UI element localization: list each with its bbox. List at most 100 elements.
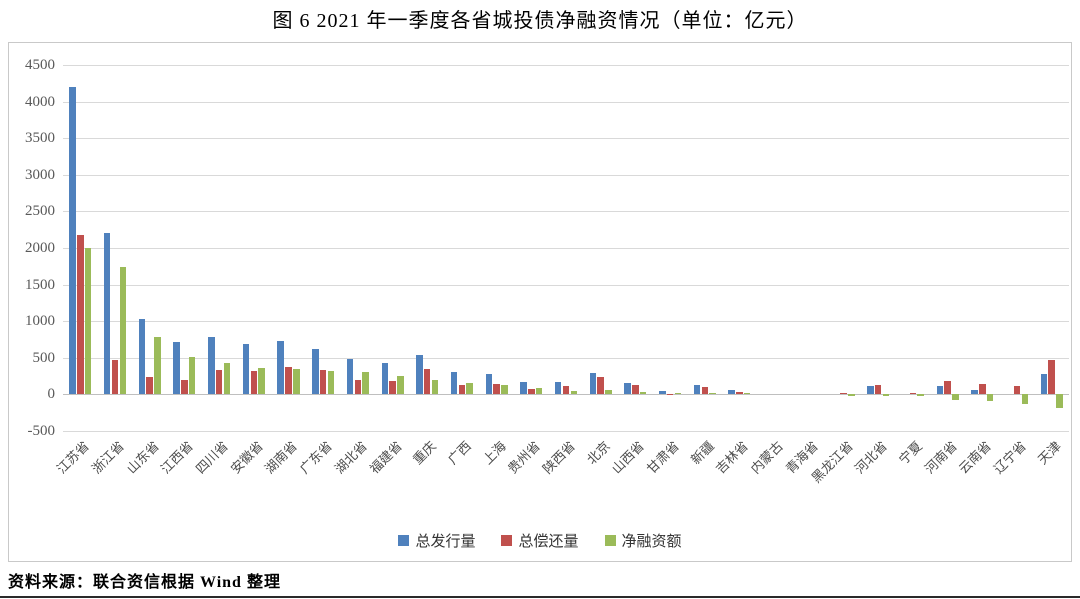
- bar-净融资额-重庆: [431, 380, 439, 395]
- bar-总发行量-江西省: [173, 342, 180, 395]
- x-axis-label: 福建省: [366, 438, 405, 477]
- bar-总发行量-福建省: [381, 362, 388, 395]
- y-axis-tick-label: 4000: [25, 93, 55, 110]
- gridline: [63, 211, 1069, 213]
- bar-净融资额-河北省: [882, 394, 890, 396]
- bar-总偿还量-广东省: [319, 370, 327, 395]
- bottom-divider: [0, 596, 1080, 598]
- bar-总偿还量-甘肃省: [666, 393, 674, 395]
- bar-总发行量-湖北省: [346, 359, 354, 395]
- x-axis-label: 辽宁省: [990, 438, 1029, 477]
- bar-总偿还量-浙江省: [111, 359, 119, 395]
- bar-总发行量-陕西省: [554, 381, 562, 395]
- bar-净融资额-浙江省: [119, 267, 127, 395]
- bar-总偿还量-四川省: [215, 370, 223, 395]
- bar-总偿还量-陕西省: [562, 386, 570, 395]
- bar-总偿还量-湖南省: [285, 366, 292, 395]
- bar-总发行量-重庆: [416, 354, 423, 395]
- bar-净融资额-上海: [501, 384, 508, 395]
- bar-总发行量-河北省: [867, 385, 874, 395]
- bar-总发行量-四川省: [208, 337, 215, 395]
- bar-总偿还量-天津: [1048, 360, 1055, 395]
- bar-总偿还量-江西省: [181, 379, 188, 395]
- bar-总发行量-山东省: [138, 319, 146, 395]
- legend-item-总发行量: 总发行量: [398, 530, 475, 551]
- bar-总偿还量-新疆: [701, 387, 708, 395]
- plot-area: 江苏省 浙江省 山东省 江西省 四川省 安徽省 湖南省 广东省 湖北省 福建省 重庆 广西 上海 贵州省陕…: [54, 65, 1069, 486]
- gridline: [63, 101, 1069, 103]
- gridline: [63, 431, 1069, 432]
- bar-总发行量-北京: [589, 372, 597, 395]
- bar-净融资额-山东省: [154, 337, 161, 395]
- x-axis-label: 安徽省: [227, 438, 266, 477]
- legend-item-净融资额: 净融资额: [604, 530, 682, 551]
- bar-总偿还量-河北省: [874, 384, 882, 395]
- bar-总偿还量-福建省: [389, 380, 396, 395]
- bar-总偿还量-江苏省: [77, 234, 84, 395]
- x-axis-label: 甘肃省: [643, 438, 682, 477]
- x-axis-label: 湖南省: [262, 438, 301, 477]
- bar-净融资额-吉林省: [743, 392, 751, 395]
- x-axis-label: 陕西省: [539, 438, 578, 477]
- bar-净融资额-北京: [605, 390, 612, 395]
- x-axis-label: 广西: [444, 438, 474, 468]
- bar-总发行量-上海: [485, 374, 493, 395]
- gridline: [63, 321, 1069, 323]
- y-axis-tick-label: 3500: [25, 130, 55, 147]
- bar-总发行量-新疆: [693, 384, 701, 395]
- bar-净融资额-辽宁省: [1021, 394, 1028, 404]
- y-axis-tick-label: 4500: [25, 57, 55, 73]
- x-axis-line: [63, 394, 1069, 396]
- bar-总发行量-甘肃省: [659, 391, 666, 395]
- bar-净融资额-甘肃省: [674, 392, 682, 395]
- legend-swatch-icon: [501, 534, 513, 546]
- bar-总发行量-吉林省: [728, 390, 735, 395]
- bar-总偿还量-云南省: [979, 383, 986, 395]
- bar-净融资额-天津: [1056, 394, 1063, 408]
- bar-净融资额-河南省: [952, 394, 959, 400]
- bar-总发行量-天津: [1040, 373, 1048, 395]
- x-axis-label: 贵州省: [505, 438, 544, 477]
- x-axis-label: 山西省: [609, 438, 648, 477]
- bar-净融资额-云南省: [986, 394, 994, 401]
- legend-label: 总偿还量: [518, 533, 579, 550]
- y-axis-tick-label: 500: [32, 349, 56, 366]
- x-axis-label: 吉林省: [713, 438, 752, 477]
- legend: 总发行量 总偿还量 净融资额: [9, 530, 1071, 550]
- bar-总偿还量-山东省: [146, 376, 153, 395]
- bar-总发行量-江苏省: [69, 86, 76, 395]
- x-axis-label: 山东省: [123, 438, 162, 477]
- x-axis-label: 宁夏: [895, 438, 925, 468]
- y-axis-tick-label: 3000: [25, 166, 55, 183]
- bar-净融资额-安徽省: [258, 367, 265, 395]
- bar-总发行量-广西: [450, 372, 458, 395]
- bar-总偿还量-吉林省: [736, 391, 743, 395]
- bar-净融资额-黑龙江省: [848, 394, 855, 397]
- x-axis-label: 新疆: [687, 438, 717, 468]
- bar-总发行量-云南省: [971, 390, 978, 395]
- legend-item-总偿还量: 总偿还量: [501, 530, 579, 551]
- bar-总偿还量-宁夏: [909, 392, 917, 395]
- x-axis-label: 广东省: [296, 438, 336, 477]
- bar-总偿还量-辽宁省: [1013, 385, 1021, 395]
- bar-净融资额-福建省: [397, 376, 404, 395]
- bar-总发行量-安徽省: [242, 344, 250, 395]
- legend-label: 净融资额: [621, 533, 682, 550]
- gridline: [63, 357, 1069, 359]
- figure-title: 图 6 2021 年一季度各省城投债净融资情况（单位：亿元）: [272, 10, 808, 32]
- y-axis-tick-label: 2000: [25, 240, 55, 256]
- x-axis-label: 浙江省: [88, 438, 127, 477]
- bar-总发行量-浙江省: [103, 233, 111, 395]
- bar-总偿还量-重庆: [423, 368, 431, 395]
- gridline: [63, 248, 1069, 249]
- source-note: 资料来源：联合资信根据 Wind 整理: [8, 574, 281, 591]
- y-axis-tick-label: 0: [47, 386, 56, 403]
- y-axis-tick-label: 1500: [25, 276, 55, 293]
- bar-总发行量-河南省: [936, 385, 944, 395]
- bar-净融资额-湖北省: [362, 372, 369, 395]
- bar-总偿还量-上海: [493, 384, 500, 395]
- gridline: [63, 174, 1069, 176]
- gridline: [63, 284, 1069, 286]
- bar-总偿还量-黑龙江省: [840, 392, 847, 395]
- bar-总发行量-湖南省: [277, 340, 284, 395]
